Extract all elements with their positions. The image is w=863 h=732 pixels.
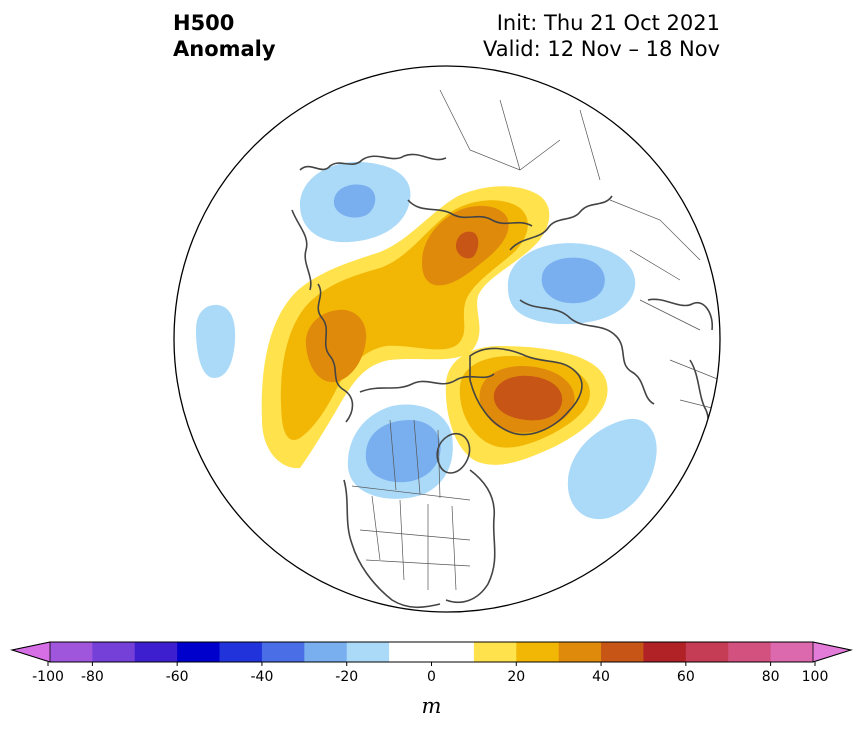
title-line-1: H500 [173, 11, 235, 35]
coastline-mediterranean [647, 298, 714, 331]
pos-anomaly-siberian-arctic-40 [456, 231, 479, 259]
border-russia-asia [439, 89, 601, 181]
colorbar-unit-label: m [421, 694, 442, 718]
colorbar-cell [643, 642, 687, 662]
coastlines [291, 153, 714, 609]
border-europe [609, 199, 701, 331]
colorbar-cell [261, 642, 305, 662]
colorbar-tick-label: 80 [762, 669, 780, 685]
anomaly-field [196, 161, 657, 520]
border-canada-provinces [389, 419, 441, 499]
colorbar-cell [346, 642, 390, 662]
neg-anomaly-eastern-europe-core [541, 257, 605, 304]
colorbar: -100 -80 -60 -40 -20 0 20 40 60 80 100 [10, 641, 853, 685]
colorbar-tick-label: 60 [677, 669, 695, 685]
colorbar-tick-label: 20 [507, 669, 525, 685]
colorbar-tick-label: -80 [81, 669, 104, 685]
valid-range: Valid: 12 Nov – 18 Nov [483, 37, 720, 61]
colorbar-tick-label: -20 [335, 669, 358, 685]
coastline-north-america-west [343, 479, 441, 609]
colorbar-tick-label: 100 [802, 669, 829, 685]
neg-anomaly-central-asia-core [333, 184, 376, 218]
colorbar-cell [304, 642, 348, 662]
colorbar-tick-label: -100 [32, 669, 64, 685]
colorbar-cell [219, 642, 263, 662]
colorbar-cell [50, 642, 93, 662]
coastline-hudson-bay [436, 433, 471, 474]
colorbar-ticks: -100 -80 -60 -40 -20 0 20 40 60 80 100 [32, 662, 828, 685]
colorbar-cells [50, 642, 814, 662]
colorbar-cell [431, 642, 475, 662]
colorbar-cell [685, 642, 729, 662]
polar-anomaly-map [173, 65, 721, 613]
coastline-north-america-east [445, 469, 496, 604]
map-boundary [173, 65, 721, 613]
border-us-canada [351, 485, 471, 501]
colorbar-tick-label: 0 [427, 669, 436, 685]
init-date: Init: Thu 21 Oct 2021 [496, 11, 720, 35]
pos-anomaly-greenland-40 [493, 375, 563, 421]
colorbar-cell [558, 642, 602, 662]
coastline-europe [519, 299, 655, 405]
colorbar-cell [134, 642, 178, 662]
forecast-dates: Init: Thu 21 Oct 2021 Valid: 12 Nov – 18… [483, 10, 720, 62]
neg-anomaly-central-atlantic [567, 418, 657, 520]
coastline-scandinavia [509, 195, 613, 251]
colorbar-cell [601, 642, 644, 662]
colorbar-outline [10, 641, 853, 663]
colorbar-tick-label: 40 [592, 669, 610, 685]
colorbar-cell [389, 642, 432, 662]
coastline-greenland [469, 347, 583, 436]
coastline-siberia [407, 199, 533, 227]
border-us-states-1 [371, 495, 457, 591]
border-us-states-2 [359, 529, 471, 567]
pos-anomaly-alaska-30 [305, 309, 367, 383]
colorbar-cell [92, 642, 136, 662]
colorbar-cell [473, 642, 517, 662]
coastline-canadian-arctic [359, 373, 495, 393]
title-line-2: Anomaly [173, 37, 276, 61]
colorbar-cell [728, 642, 772, 662]
colorbar-tick-label: -40 [251, 669, 274, 685]
colorbar-cell [177, 642, 221, 662]
map-title: H500 Anomaly [173, 10, 276, 62]
colorbar-cell [770, 642, 814, 662]
colorbar-cell [516, 642, 560, 662]
coastline-east-asia [291, 209, 312, 291]
colorbar-tick-label: -60 [166, 669, 189, 685]
coastline-alaska [317, 283, 354, 423]
coastline-asia-pacific [299, 153, 447, 171]
neg-anomaly-north-pacific [196, 304, 236, 378]
neg-anomaly-central-canada-core [365, 420, 441, 483]
